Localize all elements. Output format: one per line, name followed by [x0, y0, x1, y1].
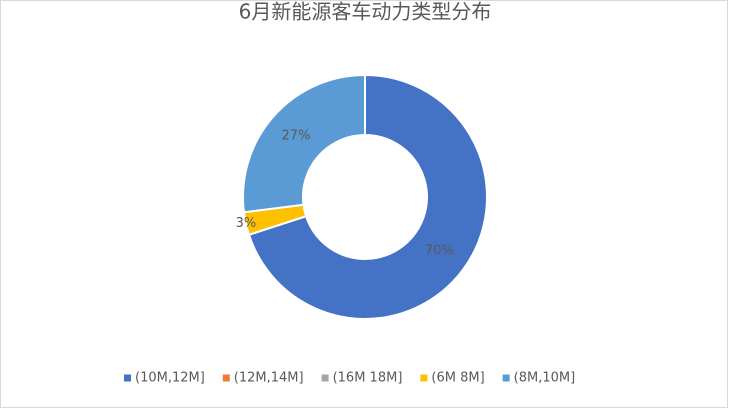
legend-marker [222, 374, 230, 382]
chart-title: 6月新能源客车动力类型分布 [239, 0, 492, 24]
data-label: 70% [425, 244, 454, 259]
legend-label: (16M 18M] [333, 371, 403, 386]
donut-slice [247, 73, 488, 320]
legend-label: (12M,14M] [234, 371, 304, 386]
donut-slice [242, 73, 366, 214]
legend-marker [502, 374, 510, 382]
data-label: 3% [236, 216, 257, 231]
data-label: 27% [282, 129, 311, 144]
legend-label: (8M,10M] [514, 371, 576, 386]
legend-label: (10M,12M] [135, 371, 205, 386]
legend-marker [420, 374, 428, 382]
legend-marker [321, 374, 329, 382]
legend-marker [124, 374, 131, 382]
legend-label: (6M 8M] [431, 371, 484, 386]
